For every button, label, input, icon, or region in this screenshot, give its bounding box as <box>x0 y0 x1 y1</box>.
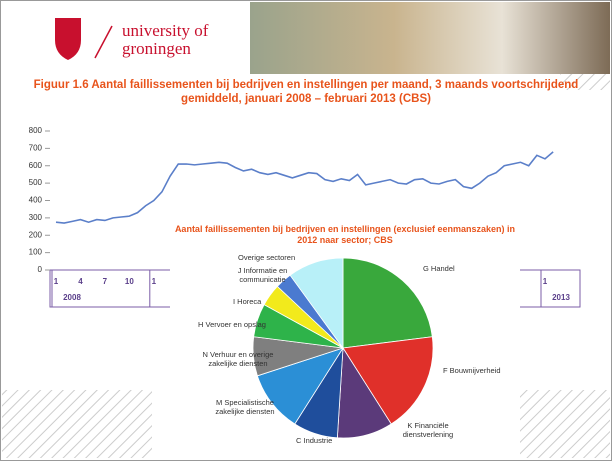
slice-label: I Horeca <box>233 297 273 306</box>
y-tick-label: 700 <box>29 143 43 152</box>
x-tick-label: 4 <box>78 277 83 286</box>
x-tick-label: 10 <box>125 277 134 286</box>
x-group-label: 2013 <box>552 293 570 302</box>
chart-title: Figuur 1.6 Aantal faillissementen bij be… <box>10 78 602 106</box>
slice-label: N Verhuur en overige zakelijke diensten <box>188 350 288 368</box>
y-tick-label: 800 <box>29 126 43 135</box>
hatch <box>2 390 152 458</box>
y-tick-label: 400 <box>29 196 43 205</box>
x-tick-label: 7 <box>103 277 108 286</box>
x-tick-label: 1 <box>54 277 59 286</box>
slice-label: Overige sectoren <box>238 253 318 262</box>
x-group-label: 2008 <box>63 293 81 302</box>
y-tick-label: 0 <box>38 265 43 274</box>
y-tick-label: 100 <box>29 248 43 257</box>
x-tick-label: 1 <box>543 277 548 286</box>
slice-label: M Specialistische zakelijke diensten <box>205 398 285 416</box>
header-photo <box>250 2 610 74</box>
slice-label: H Vervoer en opslag <box>198 320 278 329</box>
hatch <box>520 390 610 458</box>
y-tick-label: 300 <box>29 213 43 222</box>
y-tick-label: 500 <box>29 178 43 187</box>
slice-label: C Industrie <box>296 436 346 445</box>
pie-title: Aantal faillissementen bij bedrijven en … <box>172 224 518 246</box>
slice-label: G Handel <box>423 264 483 273</box>
slice-label: K Financiële dienstverlening <box>398 421 458 439</box>
y-tick-label: 600 <box>29 161 43 170</box>
slide: university of groningen 0 100 200 300 400 500… <box>0 0 612 461</box>
slice-label: F Bouwnijverheid <box>443 366 513 375</box>
logo-text: university of <box>122 21 209 40</box>
slice-label: J Informatie en communicatie <box>230 266 295 284</box>
x-tick-label: 1 <box>152 277 157 286</box>
logo-text: groningen <box>122 39 191 58</box>
y-tick-label: 200 <box>29 230 43 239</box>
